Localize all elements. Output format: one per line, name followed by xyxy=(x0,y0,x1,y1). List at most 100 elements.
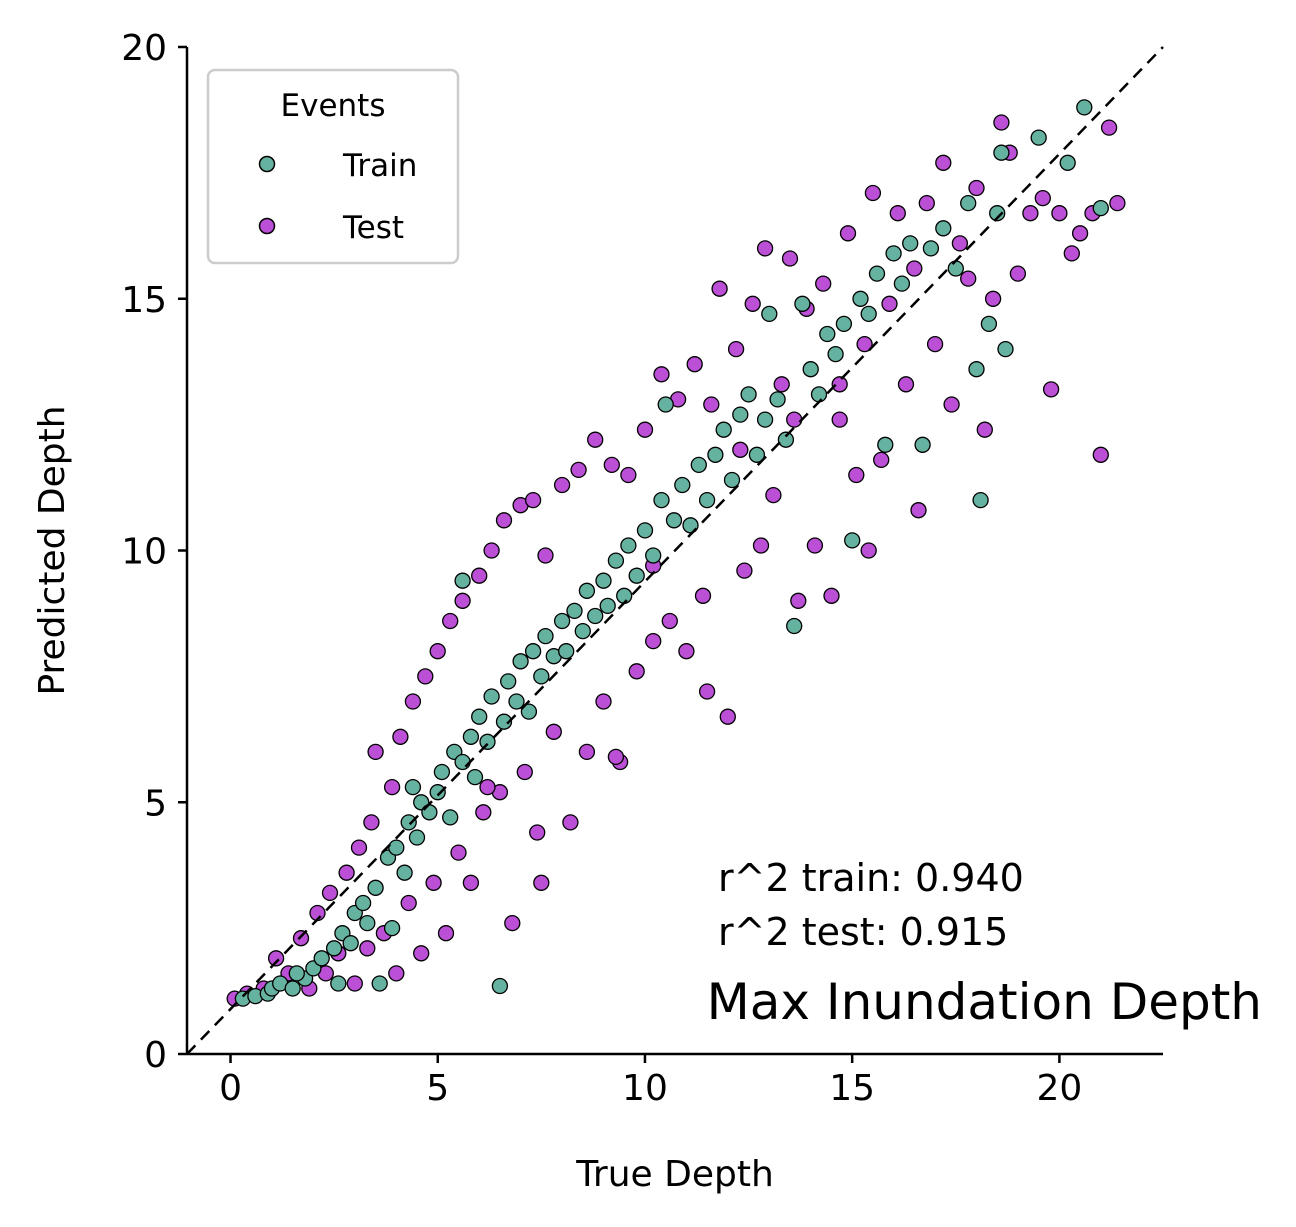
train-point xyxy=(868,265,886,282)
train-point xyxy=(400,814,417,831)
train-point xyxy=(960,194,977,212)
test-point xyxy=(686,356,703,373)
y-tick-label: 0 xyxy=(144,1035,167,1076)
train-point xyxy=(698,491,716,509)
test-point xyxy=(587,431,604,448)
train-point xyxy=(508,693,525,710)
test-point xyxy=(661,612,678,630)
y-ticks: 0 5 10 15 20 xyxy=(121,28,187,1076)
test-point xyxy=(943,396,960,413)
legend-title: Events xyxy=(281,88,386,124)
train-point xyxy=(740,386,757,403)
test-point xyxy=(848,466,865,484)
train-point xyxy=(1059,154,1076,171)
test-point xyxy=(578,743,596,761)
train-point xyxy=(819,325,836,343)
test-point xyxy=(350,839,368,856)
train-point xyxy=(997,340,1014,358)
test-point xyxy=(545,723,562,740)
series-train xyxy=(234,99,1109,1007)
test-point xyxy=(607,748,625,766)
train-point xyxy=(520,703,538,720)
train-point xyxy=(636,522,654,539)
train-point xyxy=(607,552,625,569)
test-point xyxy=(831,411,848,428)
train-point xyxy=(599,597,616,615)
test-point xyxy=(815,275,832,292)
test-point xyxy=(910,502,927,519)
train-point xyxy=(429,784,446,801)
test-point xyxy=(388,965,405,982)
series-test xyxy=(226,114,1126,1007)
train-point xyxy=(893,275,911,292)
test-point xyxy=(367,743,384,761)
train-point xyxy=(723,471,741,489)
train-point xyxy=(566,602,583,620)
test-point xyxy=(719,708,736,725)
test-point xyxy=(1063,245,1080,262)
train-point xyxy=(491,977,509,995)
test-point xyxy=(984,290,1002,307)
test-point xyxy=(711,280,728,297)
test-point xyxy=(951,235,969,252)
test-point xyxy=(703,396,720,413)
test-point xyxy=(321,884,339,902)
train-point xyxy=(794,295,811,312)
test-point xyxy=(906,260,923,277)
test-point xyxy=(727,340,745,358)
test-point xyxy=(860,542,877,559)
test-point xyxy=(620,466,637,484)
train-point xyxy=(454,572,471,589)
train-point xyxy=(810,386,828,403)
train-point xyxy=(786,617,803,635)
test-point xyxy=(483,542,500,559)
train-point xyxy=(578,582,596,599)
test-point xyxy=(773,376,790,393)
legend-marker-test xyxy=(258,217,276,235)
test-point xyxy=(495,512,513,529)
train-point xyxy=(902,235,919,252)
train-point xyxy=(947,260,964,277)
test-point xyxy=(694,587,712,604)
train-point xyxy=(396,864,413,881)
test-point xyxy=(698,683,716,700)
test-point xyxy=(968,179,985,197)
train-point xyxy=(284,980,301,997)
test-point xyxy=(935,154,952,171)
train-point xyxy=(466,768,484,786)
test-point xyxy=(1109,194,1126,212)
test-point xyxy=(736,562,753,579)
x-tick-label: 20 xyxy=(1036,1068,1082,1109)
train-point xyxy=(616,587,633,604)
x-tick-label: 15 xyxy=(829,1068,875,1109)
test-point xyxy=(1009,265,1027,282)
test-point xyxy=(1042,381,1060,398)
test-point xyxy=(856,335,873,353)
train-point xyxy=(587,607,604,625)
test-point xyxy=(976,421,993,438)
train-point xyxy=(421,804,438,821)
train-point xyxy=(968,361,985,378)
train-point xyxy=(993,144,1010,161)
train-point xyxy=(313,950,330,967)
train-point xyxy=(972,491,989,509)
test-point xyxy=(363,814,380,831)
train-point xyxy=(1076,99,1093,116)
train-point xyxy=(835,315,853,333)
test-point xyxy=(417,668,434,685)
train-point xyxy=(1092,199,1109,217)
test-point xyxy=(993,114,1010,131)
train-point xyxy=(388,839,405,856)
y-axis-label: Predicted Depth xyxy=(32,405,73,695)
y-tick-label: 10 xyxy=(121,532,167,573)
train-point xyxy=(574,622,591,640)
train-point xyxy=(408,829,426,846)
train-point xyxy=(802,361,819,378)
train-point xyxy=(877,436,894,453)
train-point xyxy=(914,436,931,453)
train-point xyxy=(595,572,612,589)
train-point xyxy=(707,446,724,463)
train-point xyxy=(732,406,749,423)
y-tick-label: 15 xyxy=(121,280,167,321)
